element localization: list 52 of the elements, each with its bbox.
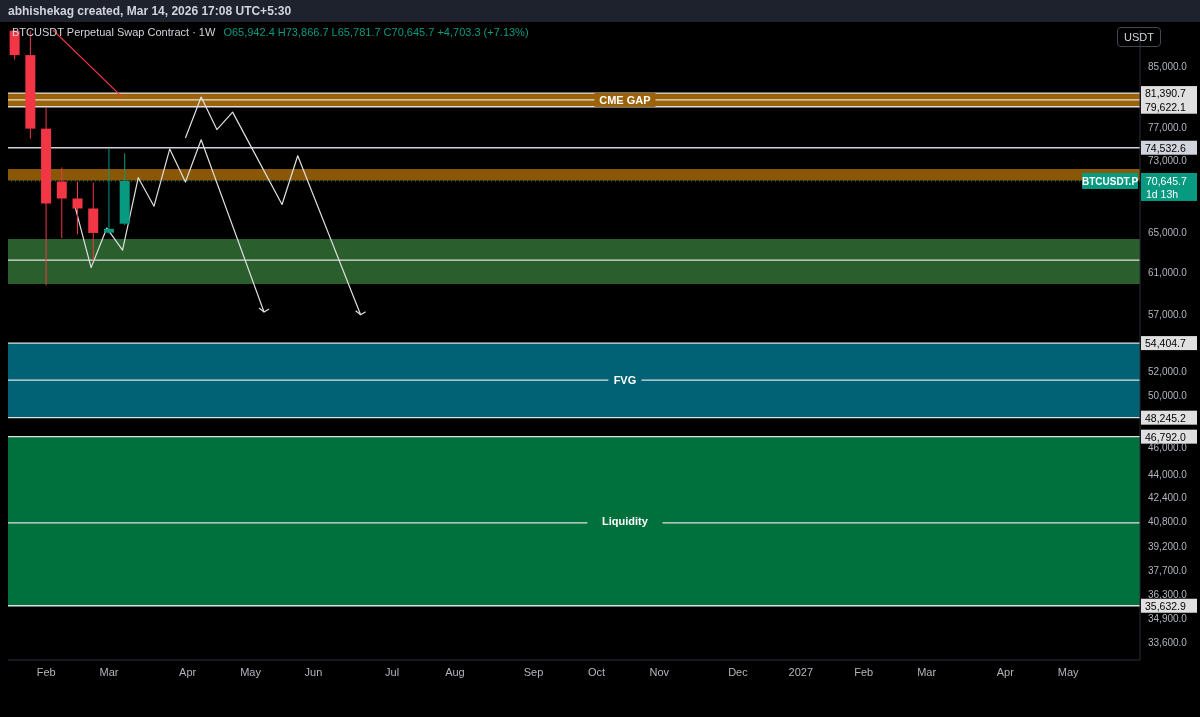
ref-line-label: 54,404.7 <box>1145 337 1187 350</box>
y-tick-label: 65,000.0 <box>1148 227 1188 239</box>
ref-line-label: 74,532.6 <box>1145 141 1187 154</box>
y-tick-label: 33,600.0 <box>1148 636 1188 648</box>
y-tick-label: 73,000.0 <box>1148 155 1188 167</box>
y-tick-label: 50,000.0 <box>1148 390 1188 402</box>
y-tick-label: 57,000.0 <box>1148 308 1188 320</box>
y-tick-label: 44,000.0 <box>1148 469 1188 481</box>
y-tick-label: 61,000.0 <box>1148 266 1188 278</box>
text: 1d 13h <box>1146 187 1179 200</box>
y-tick-label: 52,000.0 <box>1148 365 1188 377</box>
y-tick-label: 36,300.0 <box>1148 588 1188 600</box>
x-tick-label: Apr <box>996 665 1015 678</box>
band-label: Liquidity <box>602 515 649 528</box>
x-tick-label: Feb <box>854 665 874 678</box>
candlestick <box>72 181 83 235</box>
y-tick-label: 77,000.0 <box>1148 122 1188 134</box>
x-tick-label: Apr <box>179 665 197 678</box>
y-tick-label: 46,000.0 <box>1148 441 1188 453</box>
x-tick-label: Aug <box>445 665 465 678</box>
y-tick-label: 39,200.0 <box>1148 541 1188 553</box>
y-tick-label: 42,400.0 <box>1148 492 1188 504</box>
x-tick-label: May <box>1057 665 1080 678</box>
ref-line-label: BTCUSDT.P <box>1081 175 1139 187</box>
x-tick-label: Feb <box>36 665 56 678</box>
x-tick-label: Jul <box>385 665 400 678</box>
x-tick-label: Oct <box>587 665 606 678</box>
ref-line-label: 79,622.1 <box>1145 100 1187 113</box>
ref-line-label: 48,245.2 <box>1145 411 1187 424</box>
y-tick-label: 85,000.0 <box>1148 60 1188 72</box>
y-tick-label: 40,800.0 <box>1148 516 1188 528</box>
y-tick-label: 34,900.0 <box>1148 613 1188 625</box>
ref-line-label: 46,792.0 <box>1145 430 1187 443</box>
band-label: FVG <box>613 374 637 387</box>
candlestick <box>56 166 67 239</box>
x-tick-label: Mar <box>99 665 119 678</box>
x-tick-label: Jun <box>304 665 323 678</box>
x-tick-label: May <box>240 665 262 678</box>
band-label: CME GAP <box>599 93 651 106</box>
text: 70,645.7 <box>1146 174 1188 187</box>
ref-line-label: 81,390.7 <box>1145 87 1187 100</box>
chart-title: BTCUSDT Perpetual Swap Contract · 1W <box>12 26 216 38</box>
x-tick-label: Nov <box>649 665 670 678</box>
ref-line-label: 35,632.9 <box>1145 599 1187 612</box>
x-tick-label: Sep <box>523 665 544 678</box>
x-tick-label: Dec <box>728 665 749 678</box>
x-tick-label: 2027 <box>788 665 814 678</box>
y-tick-label: 37,700.0 <box>1148 565 1188 577</box>
y-axis-title: USDT <box>1117 27 1161 47</box>
x-tick-label: Mar <box>917 665 937 678</box>
text: abhishekag created, Mar 14, 2026 17:08 UTC+5:30 <box>8 4 292 18</box>
chart-subtitle: O65,942.4 H73,866.7 L65,781.7 C70,645.7 +4,703.3 (+7.13%) <box>223 26 529 38</box>
